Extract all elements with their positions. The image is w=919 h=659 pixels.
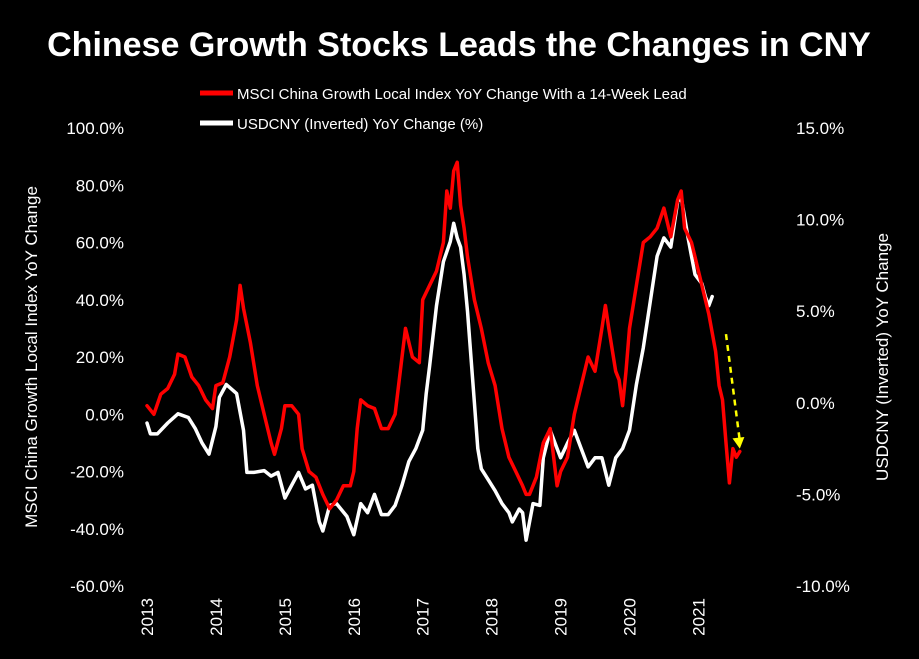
y-axis-left-label: MSCI China Growth Local Index YoY Change [22, 186, 41, 528]
y-left-tick-label: 20.0% [76, 348, 124, 367]
plot-area [145, 160, 745, 542]
x-tick-label: 2021 [689, 598, 708, 636]
y-right-tick-label: 0.0% [796, 394, 835, 413]
y-left-tick-label: 40.0% [76, 291, 124, 310]
y-right-tick-label: 10.0% [796, 211, 844, 230]
annotation-arrow-head [732, 437, 745, 449]
chart-title: Chinese Growth Stocks Leads the Changes … [47, 26, 871, 64]
x-tick-label: 2013 [138, 598, 157, 636]
y-axis-left: 100.0% 80.0% 60.0% 40.0% 20.0% 0.0% -20.0% -40.… [66, 119, 124, 596]
x-tick-label: 2016 [345, 598, 364, 636]
y-axis-right: 15.0% 10.0% 5.0% 0.0% -5.0% -10.0% [796, 119, 850, 596]
x-tick-label: 2015 [276, 598, 295, 636]
series-line-msci [145, 160, 742, 511]
y-left-tick-label: -60.0% [70, 577, 124, 596]
y-axis-right-label: USDCNY (Inverted) YoY Change [873, 233, 892, 481]
x-tick-label: 2019 [552, 598, 571, 636]
y-right-tick-label: 15.0% [796, 119, 844, 138]
y-right-tick-label: -5.0% [796, 485, 840, 504]
legend-label-usdcny: USDCNY (Inverted) YoY Change (%) [237, 116, 483, 133]
legend: MSCI China Growth Local Index YoY Change… [200, 86, 687, 133]
y-right-tick-label: 5.0% [796, 302, 835, 321]
x-tick-label: 2020 [620, 598, 639, 636]
y-right-tick-label: -10.0% [796, 577, 850, 596]
y-left-tick-label: -20.0% [70, 463, 124, 482]
y-left-tick-label: 100.0% [66, 119, 124, 138]
annotation-arrow-line [724, 333, 742, 441]
x-tick-label: 2018 [483, 598, 502, 636]
y-left-tick-label: -40.0% [70, 520, 124, 539]
series-line-usdcny [145, 195, 714, 542]
x-axis: 2013 2014 2015 2016 2017 2018 2019 2020 2021 [138, 598, 708, 636]
legend-label-msci: MSCI China Growth Local Index YoY Change… [237, 86, 687, 103]
x-tick-label: 2014 [207, 598, 226, 636]
y-left-tick-label: 0.0% [85, 405, 124, 424]
y-left-tick-label: 80.0% [76, 176, 124, 195]
y-left-tick-label: 60.0% [76, 234, 124, 253]
x-tick-label: 2017 [414, 598, 433, 636]
